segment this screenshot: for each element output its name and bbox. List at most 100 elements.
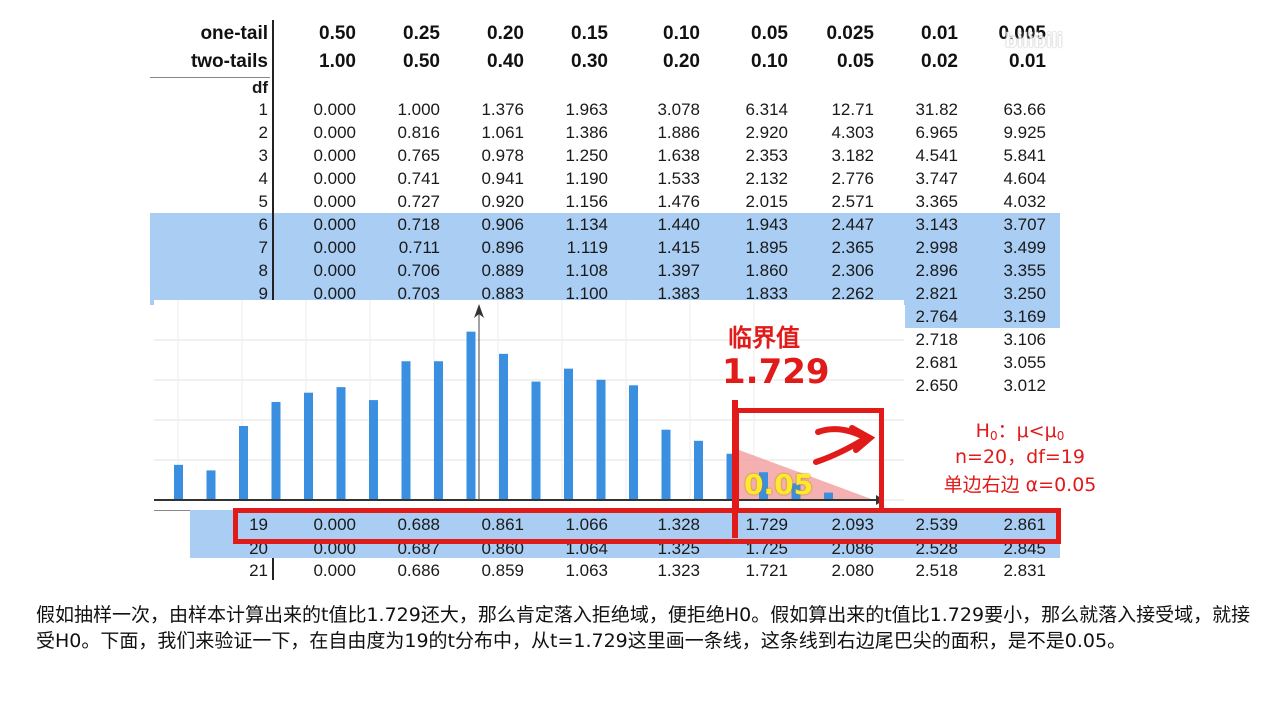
t-value-cell: 1.729	[745, 515, 788, 534]
histogram-bar	[726, 453, 736, 500]
histogram-bar	[239, 426, 248, 500]
chart-svg	[154, 300, 904, 505]
histogram-bar	[759, 472, 768, 500]
t-value-cell: 0.000	[313, 100, 356, 119]
histogram-bar	[304, 392, 313, 500]
t-value-cell: 0.000	[313, 261, 356, 280]
df-cell: 1	[258, 100, 268, 119]
table-row: 9 0.000 0.703 0.883 1.100 1.383 1.833 2.262 2.82…	[150, 282, 1060, 305]
table-row: 19 0.000 0.688 0.861 1.066 1.328 1.729 2.093 2.5…	[150, 513, 1060, 536]
t-value-cell: 0.000	[313, 515, 356, 534]
t-value-cell: 0.718	[397, 215, 440, 234]
t-value-cell: 3.078	[657, 100, 700, 119]
t-value-cell: 0.000	[313, 169, 356, 188]
t-value-cell: 1.323	[657, 561, 700, 580]
t-value-cell: 1.250	[565, 146, 608, 165]
df-cell: 9	[258, 284, 268, 303]
t-value-cell: 3.106	[1003, 330, 1046, 349]
t-value-cell: 0.000	[313, 146, 356, 165]
t-value-cell: 0.861	[481, 515, 524, 534]
histogram-bar	[466, 331, 476, 500]
t-value-cell: 0.727	[397, 192, 440, 211]
one-tail-value: 0.10	[663, 23, 700, 44]
t-value-cell: 4.604	[1003, 169, 1046, 188]
t-value-cell: 3.169	[1003, 307, 1046, 326]
two-tails-value: 0.10	[751, 51, 788, 72]
df-cell: 7	[258, 238, 268, 257]
t-value-cell: 1.063	[565, 561, 608, 580]
t-value-cell: 0.000	[313, 284, 356, 303]
t-value-cell: 3.365	[915, 192, 958, 211]
two-tails-value: 0.40	[487, 51, 524, 72]
t-value-cell: 3.143	[915, 215, 958, 234]
table-row: 1 0.000 1.000 1.376 1.963 3.078 6.314 12.71 31.8…	[150, 98, 1060, 121]
df-cell: 21	[249, 561, 268, 580]
histogram-bar	[661, 429, 671, 500]
t-value-cell: 0.000	[313, 123, 356, 142]
two-tails-value: 0.50	[403, 51, 440, 72]
t-value-cell: 2.764	[915, 307, 958, 326]
t-value-cell: 0.000	[313, 215, 356, 234]
histogram-bar	[629, 385, 638, 500]
t-value-cell: 2.821	[915, 284, 958, 303]
t-value-cell: 0.889	[481, 261, 524, 280]
t-value-cell: 2.861	[1003, 515, 1046, 534]
t-value-cell: 0.896	[481, 238, 524, 257]
t-value-cell: 0.711	[398, 238, 440, 257]
t-value-cell: 3.250	[1003, 284, 1046, 303]
critical-line	[732, 400, 738, 538]
df-label: df	[251, 78, 268, 97]
t-value-cell: 1.386	[565, 123, 608, 142]
t-value-cell: 1.886	[657, 123, 700, 142]
t-value-cell: 5.841	[1003, 146, 1046, 165]
histogram-bar	[531, 381, 541, 500]
df-cell: 4	[258, 169, 268, 188]
t-value-cell: 1.476	[657, 192, 700, 211]
df-cell: 8	[258, 261, 268, 280]
t-value-cell: 0.741	[397, 169, 440, 188]
t-value-cell: 0.703	[397, 284, 440, 303]
t-value-cell: 1.963	[565, 100, 608, 119]
two-tails-value: 0.05	[837, 51, 874, 72]
t-value-cell: 9.925	[1003, 123, 1046, 142]
two-tails-value: 0.02	[921, 51, 958, 72]
y-axis-arrow	[474, 304, 484, 318]
one-tail-value: 0.025	[826, 23, 874, 44]
table-row-partial: 2.681 3.055	[905, 351, 1060, 374]
annotation-hypothesis: H0：μ<μ0	[975, 420, 1065, 443]
t-value-cell: 0.706	[397, 261, 440, 280]
t-distribution-chart	[154, 300, 904, 511]
two-tails-value: 1.00	[319, 51, 356, 72]
table-row: 3 0.000 0.765 0.978 1.250 1.638 2.353 3.182 4.54…	[150, 144, 1060, 167]
t-value-cell: 2.132	[745, 169, 788, 188]
t-value-cell: 2.896	[915, 261, 958, 280]
t-value-cell: 3.012	[1003, 376, 1046, 395]
t-value-cell: 2.718	[915, 330, 958, 349]
t-value-cell: 4.303	[831, 123, 874, 142]
df-cell: 19	[249, 515, 268, 534]
df-cell: 5	[258, 192, 268, 211]
t-value-cell: 6.314	[745, 100, 788, 119]
histogram-bar	[694, 440, 703, 500]
table-row-partial: 2.650 3.012	[905, 374, 1060, 397]
df-cell: 6	[258, 215, 268, 234]
t-value-cell: 2.920	[745, 123, 788, 142]
t-value-cell: 1.721	[745, 561, 788, 580]
t-value-cell: 0.765	[397, 146, 440, 165]
t-value-cell: 0.816	[397, 123, 440, 142]
two-tails-value: 0.20	[663, 51, 700, 72]
t-value-cell: 2.447	[831, 215, 874, 234]
critical-label: 临界值	[728, 324, 800, 352]
t-value-cell: 4.541	[915, 146, 958, 165]
t-value-cell: 1.376	[481, 100, 524, 119]
t-value-cell: 2.998	[915, 238, 958, 257]
t-value-cell: 0.906	[481, 215, 524, 234]
t-value-cell: 6.965	[915, 123, 958, 142]
table-row-partial: 2.718 3.106	[905, 328, 1060, 351]
t-value-cell: 2.518	[915, 561, 958, 580]
t-value-cell: 2.306	[831, 261, 874, 280]
t-value-cell: 1.100	[565, 284, 608, 303]
row-19-red-box	[233, 508, 1061, 544]
header-divider	[150, 77, 270, 78]
table-row: 6 0.000 0.718 0.906 1.134 1.440 1.943 2.447 3.14…	[150, 213, 1060, 236]
